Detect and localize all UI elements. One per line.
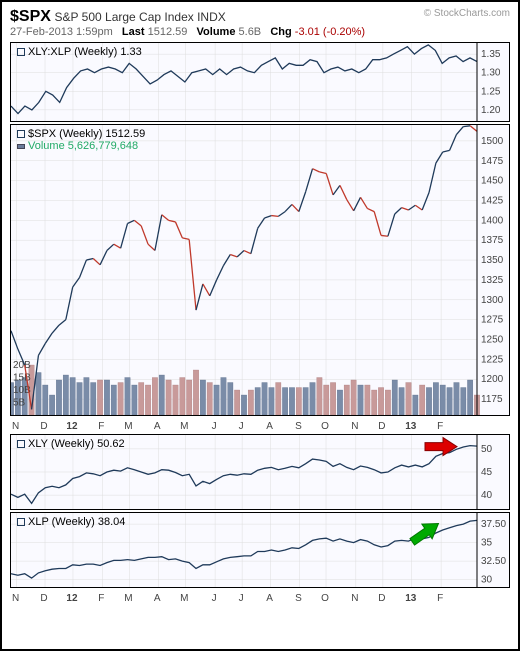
- panel-title: XLY:XLP (Weekly) 1.33: [15, 45, 144, 59]
- svg-text:20B: 20B: [13, 360, 31, 371]
- last-label: Last: [122, 26, 145, 38]
- chart-wrapper: $SPX S&P 500 Large Cap Index INDX 27-Feb…: [0, 0, 520, 651]
- svg-text:40: 40: [481, 490, 493, 501]
- panel-xlp: 30 32.50 35 37.50 XLP (Weekly) 38.04: [10, 512, 510, 588]
- svg-text:1325: 1325: [481, 275, 504, 286]
- panel-title: XLP (Weekly) 38.04: [15, 515, 127, 529]
- svg-text:J: J: [239, 593, 244, 604]
- svg-text:1175: 1175: [481, 394, 503, 405]
- svg-text:M: M: [124, 593, 132, 604]
- ticker-row: $SPX S&P 500 Large Cap Index INDX: [10, 8, 424, 26]
- svg-text:M: M: [180, 593, 188, 604]
- svg-text:1225: 1225: [481, 354, 504, 365]
- volume-value: 5.6B: [239, 26, 262, 38]
- svg-text:37.50: 37.50: [481, 519, 506, 530]
- svg-text:1300: 1300: [481, 295, 504, 306]
- svg-text:F: F: [98, 593, 104, 604]
- svg-text:15B: 15B: [13, 373, 31, 384]
- svg-text:1450: 1450: [481, 176, 504, 187]
- svg-text:1425: 1425: [481, 195, 504, 206]
- svg-text:F: F: [98, 421, 104, 432]
- svg-text:D: D: [378, 593, 385, 604]
- svg-text:30: 30: [481, 575, 493, 586]
- x-axis-lower: N D 12 F M A M J J A S O N D 13 F: [10, 590, 510, 604]
- volume-label: Volume: [197, 26, 236, 38]
- svg-text:F: F: [437, 593, 443, 604]
- svg-text:O: O: [321, 593, 329, 604]
- datetime: 27-Feb-2013 1:59pm: [10, 26, 113, 38]
- svg-text:O: O: [321, 421, 329, 432]
- ticker-symbol: $SPX: [10, 8, 51, 25]
- svg-text:1475: 1475: [481, 156, 504, 167]
- svg-text:1200: 1200: [481, 374, 504, 385]
- x-axis-upper: N D 12 F M A M J J A S O N D 13 F: [10, 418, 510, 432]
- svg-text:J: J: [212, 593, 217, 604]
- credit: © StockCharts.com: [424, 8, 510, 19]
- svg-text:A: A: [154, 593, 161, 604]
- svg-text:S: S: [295, 593, 302, 604]
- svg-text:N: N: [12, 421, 19, 432]
- svg-text:12: 12: [66, 421, 78, 432]
- svg-text:M: M: [180, 421, 188, 432]
- svg-text:1.30: 1.30: [481, 68, 501, 79]
- svg-text:5B: 5B: [13, 398, 26, 409]
- svg-text:1400: 1400: [481, 215, 504, 226]
- svg-text:J: J: [239, 421, 244, 432]
- svg-text:1.35: 1.35: [481, 49, 501, 60]
- last-value: 1512.59: [148, 26, 188, 38]
- svg-text:D: D: [40, 421, 47, 432]
- chg-label: Chg: [270, 26, 291, 38]
- svg-text:45: 45: [481, 467, 493, 478]
- svg-text:N: N: [351, 593, 358, 604]
- svg-text:1.20: 1.20: [481, 105, 501, 116]
- panel-xly-xlp-ratio: 1.20 1.25 1.30 1.35 XLY:XLP (Weekly) 1.33: [10, 42, 510, 122]
- svg-text:N: N: [12, 593, 19, 604]
- panel-title: XLY (Weekly) 50.62: [15, 437, 127, 451]
- svg-text:50: 50: [481, 444, 493, 455]
- ticker-description: S&P 500 Large Cap Index INDX: [55, 10, 226, 24]
- svg-text:M: M: [124, 421, 132, 432]
- svg-text:S: S: [295, 421, 302, 432]
- chg-value: -3.01 (-0.20%): [295, 26, 365, 38]
- svg-text:D: D: [378, 421, 385, 432]
- svg-text:A: A: [266, 421, 273, 432]
- svg-text:A: A: [266, 593, 273, 604]
- svg-text:D: D: [40, 593, 47, 604]
- svg-text:13: 13: [405, 593, 417, 604]
- svg-text:32.50: 32.50: [481, 556, 506, 567]
- svg-text:F: F: [437, 421, 443, 432]
- header-subrow: 27-Feb-2013 1:59pm Last 1512.59 Volume 5…: [10, 26, 424, 38]
- svg-text:1375: 1375: [481, 235, 504, 246]
- panel-spx: 1175 1200 1225 1250 1275 1300 1325 1350 1375 1400…: [10, 124, 510, 416]
- svg-text:1275: 1275: [481, 315, 504, 326]
- panel-title: $SPX (Weekly) 1512.59Volume 5,626,779,64…: [15, 127, 147, 153]
- svg-text:13: 13: [405, 421, 417, 432]
- svg-text:1.25: 1.25: [481, 86, 501, 97]
- svg-text:1500: 1500: [481, 136, 504, 147]
- svg-text:A: A: [154, 421, 161, 432]
- svg-text:35: 35: [481, 538, 493, 549]
- svg-text:J: J: [212, 421, 217, 432]
- header-left: $SPX S&P 500 Large Cap Index INDX 27-Feb…: [10, 8, 424, 38]
- svg-text:12: 12: [66, 593, 78, 604]
- svg-text:1350: 1350: [481, 255, 504, 266]
- svg-text:N: N: [351, 421, 358, 432]
- panel-xly: 40 45 50 XLY (Weekly) 50.62: [10, 434, 510, 510]
- svg-text:1250: 1250: [481, 335, 504, 346]
- chart-header: $SPX S&P 500 Large Cap Index INDX 27-Feb…: [6, 6, 514, 40]
